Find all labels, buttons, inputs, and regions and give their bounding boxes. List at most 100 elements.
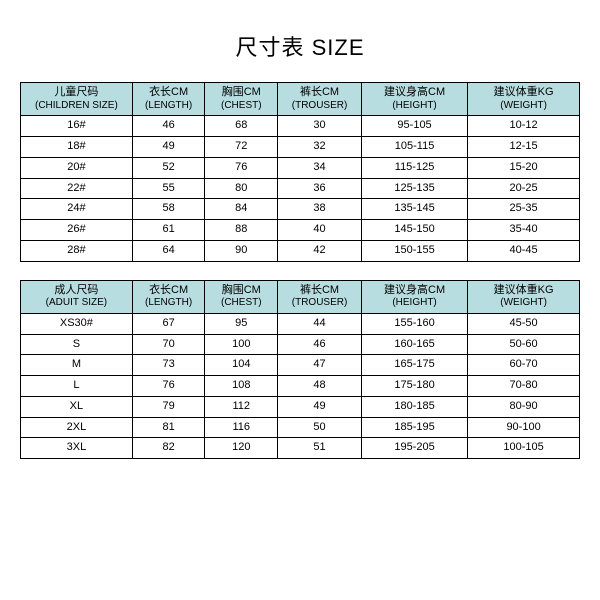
table-cell: 12-15 xyxy=(468,137,580,158)
table-cell: 155-160 xyxy=(361,313,467,334)
table-cell: 160-165 xyxy=(361,334,467,355)
table-cell: 95 xyxy=(205,313,278,334)
table-row: XS30#679544155-16045-50 xyxy=(21,313,580,334)
table-cell: 28# xyxy=(21,240,133,261)
table-cell: 40-45 xyxy=(468,240,580,261)
table-cell: L xyxy=(21,376,133,397)
page-title: 尺寸表 SIZE xyxy=(20,30,580,62)
table-cell: 145-150 xyxy=(361,220,467,241)
table-cell: 20# xyxy=(21,157,133,178)
table-cell: S xyxy=(21,334,133,355)
table-cell: 76 xyxy=(132,376,205,397)
table-cell: 68 xyxy=(205,116,278,137)
table-cell: 35-40 xyxy=(468,220,580,241)
col-header: 儿童尺码(CHILDREN SIZE) xyxy=(21,83,133,116)
table-cell: 64 xyxy=(132,240,205,261)
table-cell: 58 xyxy=(132,199,205,220)
table-cell: 16# xyxy=(21,116,133,137)
col-header: 建议身高CM(HEIGHT) xyxy=(361,280,467,313)
table-row: 2XL8111650185-19590-100 xyxy=(21,417,580,438)
table-row: M7310447165-17560-70 xyxy=(21,355,580,376)
table-cell: 150-155 xyxy=(361,240,467,261)
table-cell: 55 xyxy=(132,178,205,199)
table-cell: 73 xyxy=(132,355,205,376)
table-row: 26#618840145-15035-40 xyxy=(21,220,580,241)
table-cell: 70 xyxy=(132,334,205,355)
table-row: L7610848175-18070-80 xyxy=(21,376,580,397)
col-header: 胸围CM(CHEST) xyxy=(205,83,278,116)
col-header: 成人尺码(ADUIT SIZE) xyxy=(21,280,133,313)
table-cell: 80-90 xyxy=(468,396,580,417)
table-row: 3XL8212051195-205100-105 xyxy=(21,438,580,459)
table-cell: 120 xyxy=(205,438,278,459)
table-cell: 24# xyxy=(21,199,133,220)
table-cell: 135-145 xyxy=(361,199,467,220)
table-cell: 46 xyxy=(132,116,205,137)
table-cell: 22# xyxy=(21,178,133,199)
table-cell: 40 xyxy=(278,220,362,241)
col-header: 裤长CM(TROUSER) xyxy=(278,280,362,313)
table-cell: 25-35 xyxy=(468,199,580,220)
table-cell: 61 xyxy=(132,220,205,241)
table-cell: 115-125 xyxy=(361,157,467,178)
table-row: 18#497232105-11512-15 xyxy=(21,137,580,158)
children-size-table: 儿童尺码(CHILDREN SIZE) 衣长CM(LENGTH) 胸围CM(CH… xyxy=(20,82,580,262)
table-cell: 36 xyxy=(278,178,362,199)
table-cell: 49 xyxy=(132,137,205,158)
table-cell: M xyxy=(21,355,133,376)
col-header: 胸围CM(CHEST) xyxy=(205,280,278,313)
col-header: 建议体重KG(WEIGHT) xyxy=(468,280,580,313)
table-cell: 100-105 xyxy=(468,438,580,459)
table-cell: 60-70 xyxy=(468,355,580,376)
col-header: 建议身高CM(HEIGHT) xyxy=(361,83,467,116)
table-cell: 49 xyxy=(278,396,362,417)
table-cell: 112 xyxy=(205,396,278,417)
table-cell: 72 xyxy=(205,137,278,158)
table-row: 24#588438135-14525-35 xyxy=(21,199,580,220)
table-cell: 42 xyxy=(278,240,362,261)
table-cell: 90-100 xyxy=(468,417,580,438)
table-cell: 70-80 xyxy=(468,376,580,397)
table-cell: 3XL xyxy=(21,438,133,459)
children-tbody: 16#46683095-10510-1218#497232105-11512-1… xyxy=(21,116,580,261)
col-header: 建议体重KG(WEIGHT) xyxy=(468,83,580,116)
table-row: 16#46683095-10510-12 xyxy=(21,116,580,137)
table-cell: 165-175 xyxy=(361,355,467,376)
table-row: 20#527634115-12515-20 xyxy=(21,157,580,178)
col-header: 衣长CM(LENGTH) xyxy=(132,83,205,116)
table-row: XL7911249180-18580-90 xyxy=(21,396,580,417)
table-cell: 84 xyxy=(205,199,278,220)
table-header-row: 成人尺码(ADUIT SIZE) 衣长CM(LENGTH) 胸围CM(CHEST… xyxy=(21,280,580,313)
table-cell: 2XL xyxy=(21,417,133,438)
table-cell: 20-25 xyxy=(468,178,580,199)
col-header: 裤长CM(TROUSER) xyxy=(278,83,362,116)
table-row: S7010046160-16550-60 xyxy=(21,334,580,355)
table-cell: 95-105 xyxy=(361,116,467,137)
table-row: 22#558036125-13520-25 xyxy=(21,178,580,199)
table-cell: 26# xyxy=(21,220,133,241)
table-cell: 82 xyxy=(132,438,205,459)
table-cell: 45-50 xyxy=(468,313,580,334)
table-cell: 50 xyxy=(278,417,362,438)
table-cell: 38 xyxy=(278,199,362,220)
table-cell: 185-195 xyxy=(361,417,467,438)
table-cell: 90 xyxy=(205,240,278,261)
table-cell: 44 xyxy=(278,313,362,334)
table-header-row: 儿童尺码(CHILDREN SIZE) 衣长CM(LENGTH) 胸围CM(CH… xyxy=(21,83,580,116)
table-cell: 34 xyxy=(278,157,362,178)
table-cell: 46 xyxy=(278,334,362,355)
table-cell: 88 xyxy=(205,220,278,241)
table-cell: 195-205 xyxy=(361,438,467,459)
table-cell: 48 xyxy=(278,376,362,397)
table-cell: 100 xyxy=(205,334,278,355)
table-cell: 67 xyxy=(132,313,205,334)
table-cell: 47 xyxy=(278,355,362,376)
table-cell: 18# xyxy=(21,137,133,158)
adult-size-table: 成人尺码(ADUIT SIZE) 衣长CM(LENGTH) 胸围CM(CHEST… xyxy=(20,280,580,460)
table-cell: 10-12 xyxy=(468,116,580,137)
table-cell: 15-20 xyxy=(468,157,580,178)
table-cell: 125-135 xyxy=(361,178,467,199)
table-cell: XS30# xyxy=(21,313,133,334)
table-cell: 50-60 xyxy=(468,334,580,355)
table-cell: XL xyxy=(21,396,133,417)
